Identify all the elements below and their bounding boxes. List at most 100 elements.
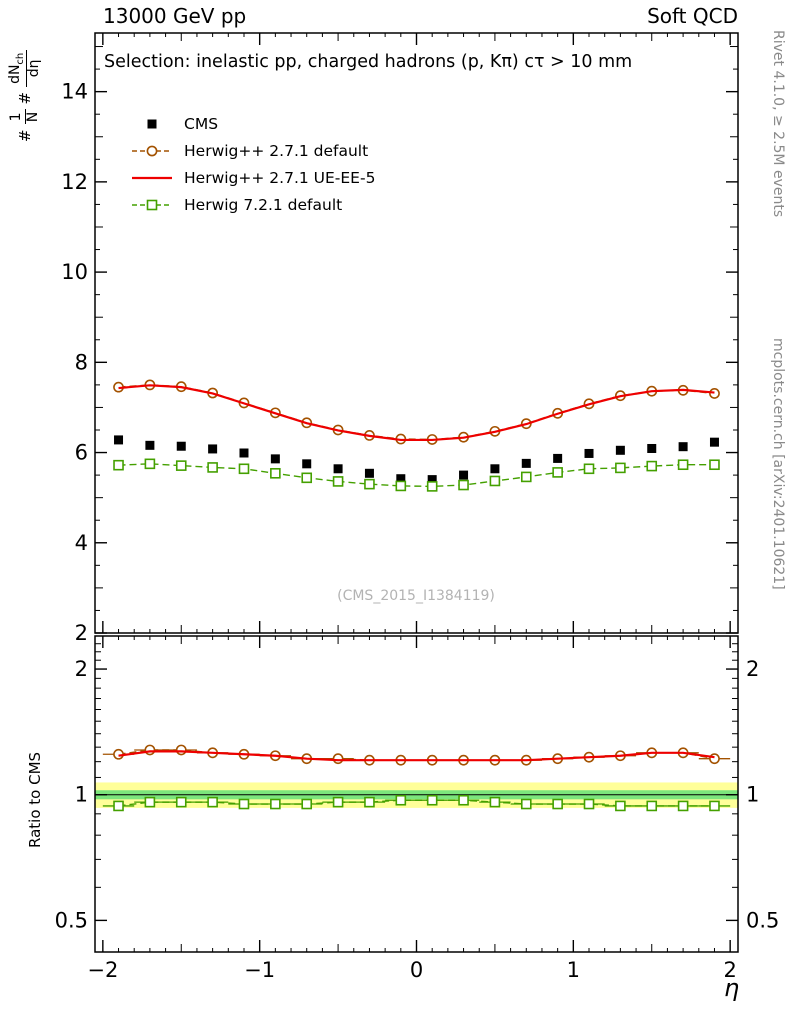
- marker-open-square: [175, 460, 187, 471]
- main-panel-frame: [94, 32, 739, 634]
- marker-open-square: [458, 479, 469, 491]
- marker-open-square: [207, 462, 218, 473]
- marker-filled-square: [396, 474, 406, 484]
- y-tick-label: 4: [75, 531, 88, 555]
- ylabel-hash1: #: [16, 129, 35, 142]
- herwigpp-ueee5-line-icon: [130, 169, 174, 187]
- marker-filled-square: [709, 437, 719, 447]
- x-axis-label: η: [724, 974, 740, 1002]
- marker-open-square: [709, 800, 720, 812]
- marker-open-square: [301, 472, 313, 484]
- marker-open-square: [395, 794, 407, 806]
- marker-open-square: [332, 796, 344, 808]
- y-tick-label: 14: [61, 80, 88, 104]
- cms-filled-square-icon: [130, 115, 174, 133]
- marker-open-square: [270, 798, 281, 810]
- herwig7-default-open-square-icon: [130, 196, 174, 214]
- marker-open-square: [270, 468, 281, 479]
- marker-open-square: [646, 460, 658, 472]
- marker-open-square: [615, 462, 626, 474]
- marker-open-circle: [332, 753, 344, 765]
- marker-filled-square: [647, 443, 657, 453]
- legend-item-herwigpp-ueee5: Herwig++ 2.7.1 UE-EE-5: [130, 164, 375, 191]
- rivet-version-note: Rivet 4.1.0, ≥ 2.5M events: [770, 30, 786, 218]
- legend: CMS Herwig++ 2.7.1 default Herwig++ 2.7.…: [130, 110, 375, 218]
- y-tick-label: 6: [75, 441, 88, 465]
- marker-filled-square: [208, 444, 218, 454]
- marker-filled-square: [615, 445, 625, 455]
- plot-selection-title: Selection: inelastic pp, charged hadrons…: [104, 52, 633, 72]
- marker-open-square: [489, 796, 501, 808]
- marker-filled-square: [364, 468, 374, 478]
- marker-open-square: [583, 463, 595, 475]
- marker-open-square: [113, 800, 124, 812]
- marker-filled-square: [114, 435, 124, 445]
- marker-open-square: [458, 794, 469, 806]
- ratio-panel-frame: [94, 635, 739, 953]
- header-beam-energy: 13000 GeV pp: [103, 4, 247, 28]
- marker-filled-square: [459, 470, 469, 480]
- marker-filled-square: [333, 464, 343, 474]
- marker-open-square: [677, 459, 689, 471]
- marker-filled-square: [302, 459, 312, 469]
- ylabel-hash2: #: [16, 91, 35, 105]
- marker-open-square: [615, 800, 626, 812]
- marker-open-square: [395, 480, 407, 492]
- marker-open-square: [646, 800, 658, 812]
- herwigpp-default-open-circle-icon: [130, 142, 174, 160]
- legend-glyph-cms: [147, 119, 157, 128]
- header-process-group: Soft QCD: [647, 4, 738, 28]
- legend-glyph-herwig-2-7-1-ue-ee-5: [132, 176, 172, 179]
- series-line-herwig-2-7-1-ue-ee-5: [118, 750, 715, 762]
- marker-open-square: [364, 478, 375, 490]
- marker-open-square: [489, 475, 501, 487]
- mcplots-arxiv-note: mcplots.cern.ch [arXiv:2401.10621]: [770, 338, 786, 590]
- marker-open-square: [207, 796, 218, 808]
- marker-filled-square: [239, 448, 249, 458]
- marker-open-square: [677, 800, 689, 812]
- marker-open-square: [144, 458, 156, 470]
- ylabel-frac-1-over-N: 1 N: [8, 109, 41, 125]
- marker-open-square: [426, 794, 438, 806]
- marker-open-square: [583, 798, 595, 810]
- marker-open-square: [364, 796, 375, 808]
- marker-open-square: [426, 481, 438, 492]
- x-tick-label: −2: [87, 958, 118, 982]
- x-tick-label: 1: [567, 958, 580, 982]
- marker-filled-square: [553, 453, 563, 463]
- ratio-tick-label-left: 1: [75, 783, 88, 807]
- legend-label-herwig7-default: Herwig 7.2.1 default: [184, 195, 343, 214]
- ratio-y-axis-label: Ratio to CMS: [26, 751, 44, 848]
- marker-open-square: [113, 459, 124, 471]
- marker-open-square: [175, 796, 187, 808]
- marker-filled-square: [145, 440, 155, 450]
- marker-open-square: [146, 199, 158, 210]
- legend-label-herwigpp-default: Herwig++ 2.7.1 default: [184, 141, 369, 160]
- ratio-tick-label-right: 1: [746, 783, 759, 807]
- y-tick-label: 8: [75, 350, 88, 374]
- y-tick-label: 10: [61, 260, 88, 284]
- marker-filled-square: [521, 458, 531, 468]
- marker-filled-square: [490, 464, 500, 474]
- ratio-tick-label-right: 2: [746, 657, 759, 681]
- marker-filled-square: [427, 475, 437, 485]
- marker-open-circle: [709, 753, 720, 765]
- marker-open-square: [709, 459, 720, 471]
- marker-open-square: [238, 798, 250, 810]
- ratio-tick-label-right: 0.5: [746, 908, 779, 932]
- legend-item-herwig7-default: Herwig 7.2.1 default: [130, 191, 375, 218]
- ratio-tick-label-left: 0.5: [55, 908, 88, 932]
- x-tick-label: 2: [723, 958, 736, 982]
- x-tick-label: −1: [244, 958, 275, 982]
- analysis-id-watermark: (CMS_2015_I1384119): [337, 588, 495, 604]
- legend-item-cms: CMS: [130, 110, 375, 137]
- y-tick-label: 2: [75, 621, 88, 645]
- legend-item-herwigpp-default: Herwig++ 2.7.1 default: [130, 137, 375, 164]
- x-tick-label: 0: [410, 958, 423, 982]
- legend-label-cms: CMS: [184, 114, 219, 133]
- marker-open-square: [238, 463, 250, 475]
- marker-filled-square: [270, 454, 280, 464]
- legend-glyph-herwig-7-2-1-default: [132, 199, 172, 210]
- marker-open-square: [520, 471, 532, 483]
- marker-open-square: [552, 798, 563, 810]
